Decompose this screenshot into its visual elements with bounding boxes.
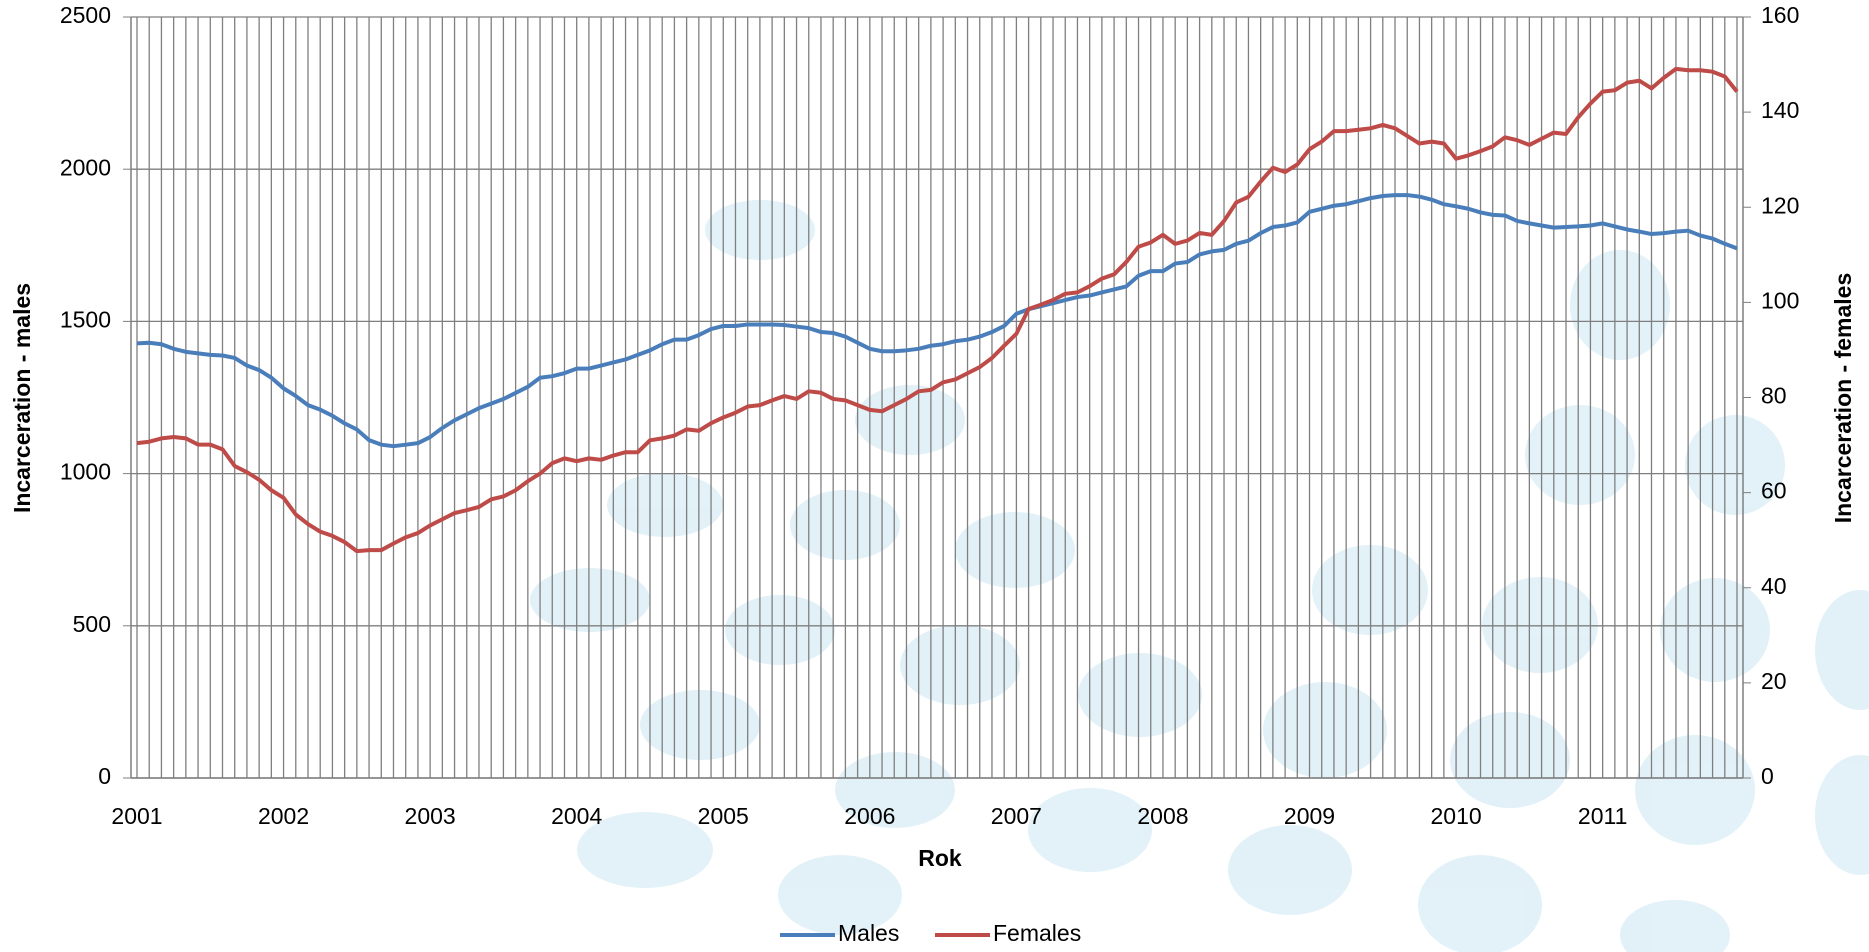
x-tick-label: 2001 <box>111 803 162 829</box>
x-tick-label: 2009 <box>1284 803 1335 829</box>
x-tick-label: 2006 <box>844 803 895 829</box>
y-tick-label: 0 <box>98 763 111 789</box>
y2-tick-label: 80 <box>1761 383 1787 409</box>
line-series <box>136 66 1739 554</box>
y2-tick-label: 140 <box>1761 97 1799 123</box>
x-tick-label: 2005 <box>698 803 749 829</box>
y2-tick-label: 100 <box>1761 287 1799 313</box>
x-tick-label: 2008 <box>1137 803 1188 829</box>
x-tick-label: 2011 <box>1578 803 1627 829</box>
y-tick-label: 500 <box>73 611 111 637</box>
legend-label: Males <box>838 920 899 946</box>
y-tick-label: 1000 <box>60 459 111 485</box>
x-tick-label: 2010 <box>1430 803 1481 829</box>
y2-tick-label: 160 <box>1761 2 1799 28</box>
x-tick-label: 2003 <box>405 803 456 829</box>
y-tick-label: 2000 <box>60 154 111 180</box>
y2-tick-label: 0 <box>1761 763 1774 789</box>
y-tick-label: 1500 <box>60 306 111 332</box>
y2-tick-label: 120 <box>1761 192 1799 218</box>
x-tick-label: 2004 <box>551 803 602 829</box>
y2-tick-label: 60 <box>1761 478 1787 504</box>
x-tick-label: 2002 <box>258 803 309 829</box>
x-tick-label: 2007 <box>991 803 1042 829</box>
x-axis-title: Rok <box>918 845 962 871</box>
legend-label: Females <box>993 920 1081 946</box>
line-series <box>136 193 1738 449</box>
y2-tick-label: 40 <box>1761 573 1787 599</box>
y-tick-label: 2500 <box>60 2 111 28</box>
y-axis-title: Incarceration - males <box>9 283 35 513</box>
y2-axis-title: Incarceration - females <box>1830 273 1856 524</box>
y2-tick-label: 20 <box>1761 668 1787 694</box>
